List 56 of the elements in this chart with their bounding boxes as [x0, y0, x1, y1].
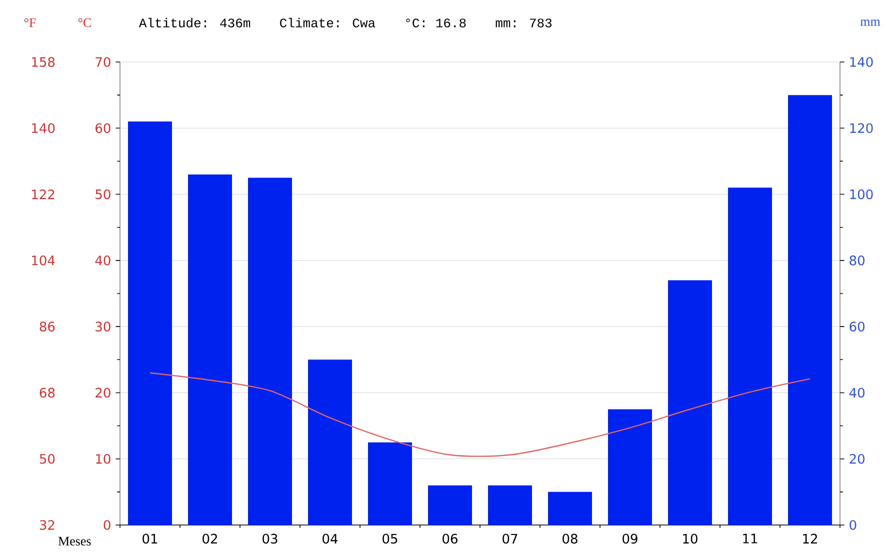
y2-tick-label: 120 [850, 123, 873, 134]
y-axis-title: °C [78, 18, 91, 28]
x-tick-label: 06 [442, 534, 458, 544]
y-tick-label: 40 [95, 256, 110, 266]
y-tick-label: 50 [96, 189, 110, 200]
y3-tick-label: 104 [32, 256, 55, 266]
bar [368, 442, 412, 525]
y-tick-label: 70 [96, 57, 110, 67]
y-tick-label: 30 [96, 322, 110, 332]
bar [248, 178, 292, 525]
x-tick-label: 08 [562, 534, 578, 544]
y2-tick-label: 100 [850, 189, 873, 200]
x-axis-title: Meses [58, 536, 91, 546]
y2-tick-label: 140 [850, 57, 873, 67]
y2-tick-label: 40 [849, 388, 864, 398]
x-tick-label: 05 [382, 534, 398, 544]
x-tick-label: 02 [202, 534, 217, 544]
x-tick-label: 03 [262, 534, 278, 544]
y-tick-label: 10 [96, 454, 110, 464]
y2-axis-title: mm [860, 20, 880, 26]
bar [788, 95, 832, 525]
bar [188, 174, 232, 525]
text: °C: 16.8 [406, 18, 466, 28]
text: mm: 783 [496, 18, 552, 28]
y3-tick-label: 86 [40, 322, 55, 332]
y3-tick-label: 140 [32, 123, 55, 134]
x-tick-label: 12 [803, 534, 817, 544]
y-tick-label: 60 [96, 123, 110, 134]
bar [668, 280, 712, 525]
y-tick-label: 0 [104, 520, 110, 530]
bar [728, 188, 772, 525]
x-tick-label: 11 [743, 534, 758, 544]
text: Climate: Cwa [280, 18, 376, 28]
bar [608, 409, 652, 525]
bar [308, 360, 352, 525]
y3-tick-label: 68 [40, 388, 55, 398]
text: Altitude: 436m [138, 18, 250, 28]
y2-tick-label: 20 [850, 454, 864, 464]
y-tick-label: 20 [96, 388, 110, 398]
bar [488, 485, 532, 525]
x-tick-label: 07 [502, 534, 518, 544]
y2-tick-label: 80 [850, 256, 864, 266]
y3-tick-label: 32 [40, 520, 54, 530]
x-tick-label: 10 [683, 534, 698, 544]
bar [548, 492, 592, 525]
y2-tick-label: 0 [850, 520, 856, 530]
x-tick-label: 01 [142, 534, 158, 544]
y3-tick-label: 158 [32, 57, 55, 67]
x-tick-label: 04 [322, 534, 338, 544]
y3-tick-label: 50 [40, 454, 55, 464]
x-tick-label: 09 [622, 534, 638, 544]
y2-tick-label: 60 [850, 322, 864, 332]
y3-axis-title: °F [24, 18, 36, 27]
bar [128, 122, 172, 525]
bar [428, 485, 472, 525]
y3-tick-label: 122 [32, 189, 54, 200]
